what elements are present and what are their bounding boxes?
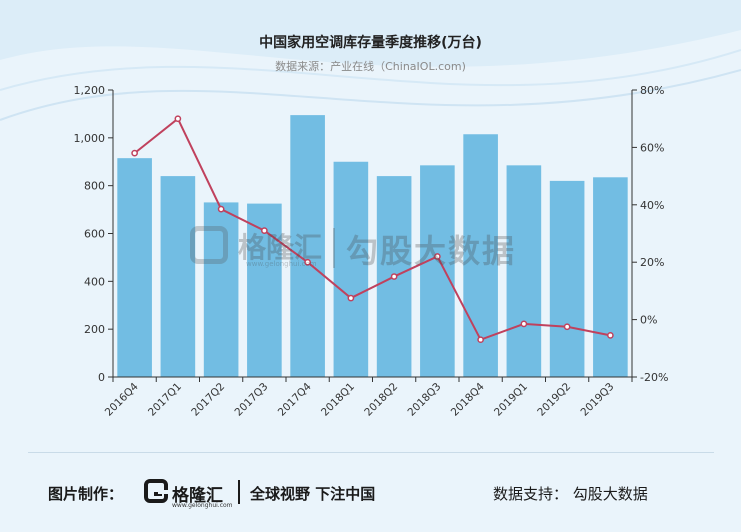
yoy-point — [131, 149, 138, 157]
footer: 图片制作： 格隆汇 www.gelonghui.com 全球视野 下注中国 数据… — [0, 470, 741, 518]
x-tick-label: 2019Q1 — [492, 381, 530, 419]
x-tick-label: 2019Q2 — [535, 381, 573, 419]
y2-tick-label: 0% — [640, 314, 657, 327]
y-tick-label: 0 — [98, 371, 105, 384]
bar — [333, 161, 369, 377]
x-tick-label: 2017Q3 — [233, 381, 271, 419]
y-tick-label: 400 — [84, 275, 105, 288]
yoy-line — [134, 117, 611, 341]
yoy-point — [217, 205, 225, 213]
x-tick-label: 2018Q1 — [319, 381, 357, 419]
bar — [506, 165, 542, 377]
yoy-point — [520, 320, 528, 328]
x-tick-label: 2017Q4 — [276, 380, 314, 418]
yoy-point — [261, 227, 268, 234]
footer-slogan: 全球视野 下注中国 — [250, 485, 376, 503]
y-tick-label: 800 — [84, 180, 105, 193]
footer-vertical-divider — [238, 480, 240, 504]
x-tick-label: 2019Q3 — [579, 381, 617, 419]
bar — [290, 115, 325, 378]
footer-brand-url: www.gelonghui.com — [172, 502, 233, 509]
footer-data-support: 数据支持： 勾股大数据 — [493, 485, 648, 503]
y-tick-label: 1,200 — [74, 84, 106, 97]
y2-tick-label: 80% — [640, 84, 664, 97]
x-tick-label: 2017Q2 — [189, 381, 227, 419]
y2-tick-label: 60% — [640, 141, 664, 154]
x-tick-label: 2018Q2 — [362, 381, 400, 419]
yoy-point — [347, 294, 355, 302]
inventory-chart: 0 200 400 600 800 1,000 1,200 -20% 0% 20% 40% 60% 80… — [74, 84, 669, 419]
bar — [117, 158, 152, 377]
yoy-point — [434, 253, 441, 260]
bar — [203, 202, 239, 377]
yoy-point — [390, 273, 398, 280]
chart-title: 中国家用空调库存量季度推移(万台) — [259, 35, 482, 51]
bar — [549, 180, 585, 377]
yoy-point — [563, 323, 571, 331]
footer-divider — [28, 452, 714, 453]
y-tick-label: 600 — [84, 228, 105, 241]
bar — [593, 177, 628, 377]
y2-tick-label: 40% — [640, 199, 664, 212]
y2-tick-label: 20% — [640, 256, 664, 269]
x-tick-label: 2018Q4 — [449, 380, 487, 418]
x-tick-label: 2017Q1 — [146, 381, 184, 419]
bar — [420, 165, 455, 377]
y2-tick-label: -20% — [640, 371, 668, 384]
y-tick-label: 200 — [84, 323, 105, 336]
x-tick-label: 2018Q3 — [406, 381, 444, 419]
bar — [160, 176, 196, 377]
chart-source: 数据来源：产业在线（ChinaIOL.com) — [275, 60, 466, 73]
yoy-point — [304, 258, 311, 266]
gelonghui-logo-icon — [144, 479, 168, 503]
footer-brand: 格隆汇 — [172, 486, 223, 506]
yoy-point — [174, 115, 182, 123]
y-tick-label: 1,000 — [74, 132, 106, 145]
yoy-point — [607, 332, 614, 339]
x-tick-label: 2016Q4 — [103, 380, 141, 418]
footer-made-by: 图片制作： — [48, 485, 124, 503]
yoy-point — [477, 336, 484, 344]
